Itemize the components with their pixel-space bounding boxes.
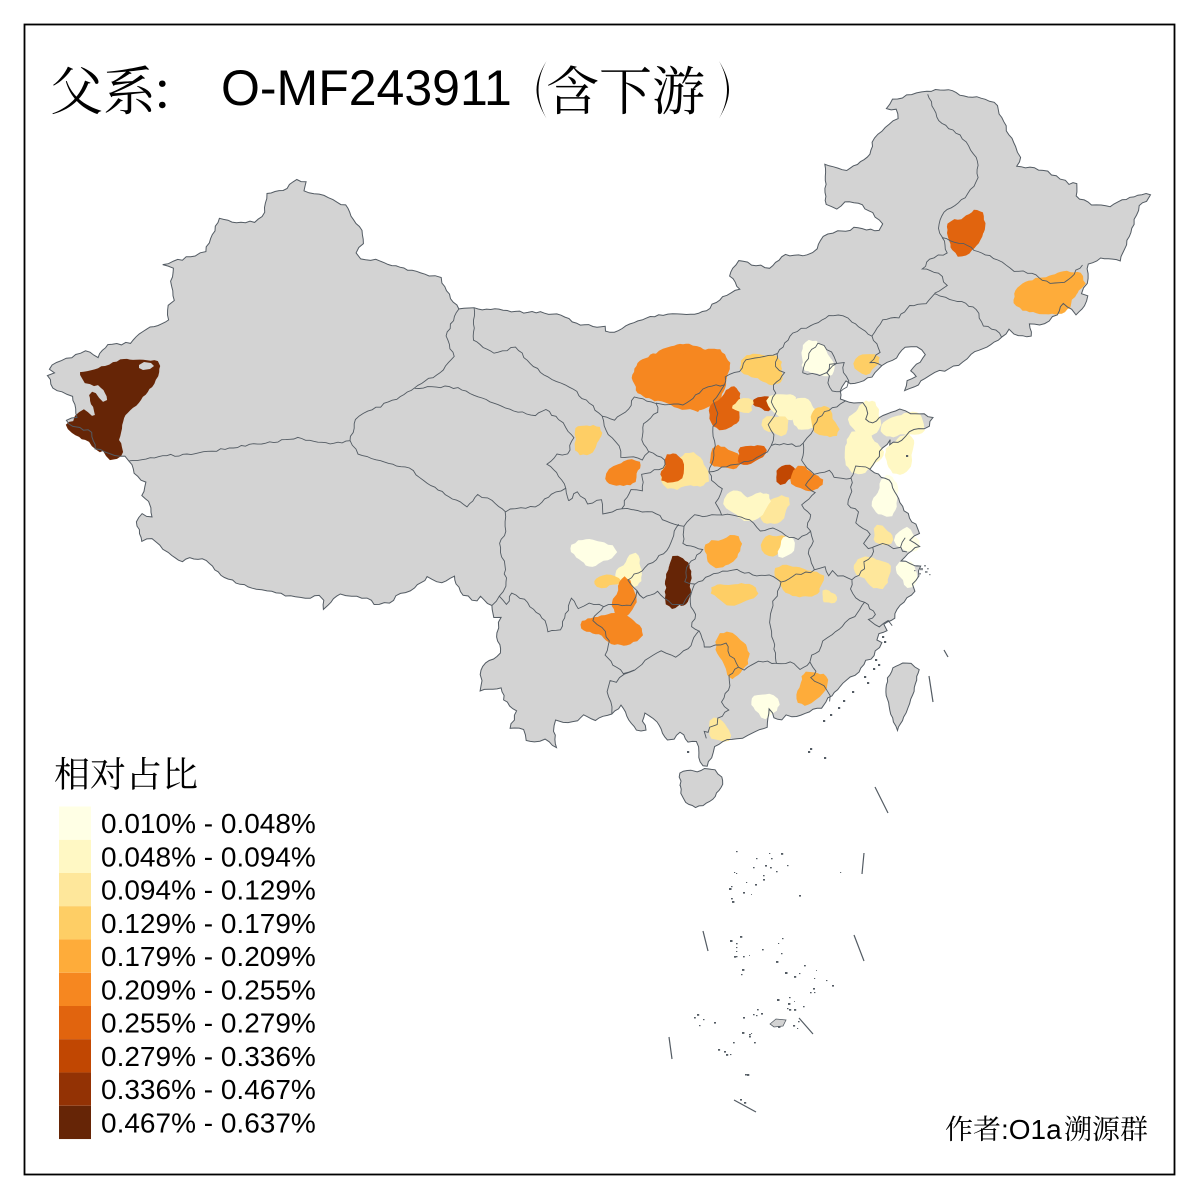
svg-text:0.336% - 0.467%: 0.336% - 0.467%	[101, 1074, 316, 1105]
svg-text:0.048% - 0.094%: 0.048% - 0.094%	[101, 841, 316, 872]
svg-text:0.209% - 0.255%: 0.209% - 0.255%	[101, 974, 316, 1005]
svg-text:0.010% - 0.048%: 0.010% - 0.048%	[101, 808, 316, 839]
svg-text:0.094% - 0.129%: 0.094% - 0.129%	[101, 875, 316, 906]
svg-text:O-MF243911: O-MF243911	[221, 60, 512, 116]
svg-text:0.129% - 0.179%: 0.129% - 0.179%	[101, 908, 316, 939]
svg-text:0.467% - 0.637%: 0.467% - 0.637%	[101, 1107, 316, 1138]
svg-text:0.255% - 0.279%: 0.255% - 0.279%	[101, 1008, 316, 1039]
svg-text:0.179% - 0.209%: 0.179% - 0.209%	[101, 941, 316, 972]
svg-text:0.279% - 0.336%: 0.279% - 0.336%	[101, 1041, 316, 1072]
svg-text::O1a: :O1a	[1001, 1114, 1062, 1145]
